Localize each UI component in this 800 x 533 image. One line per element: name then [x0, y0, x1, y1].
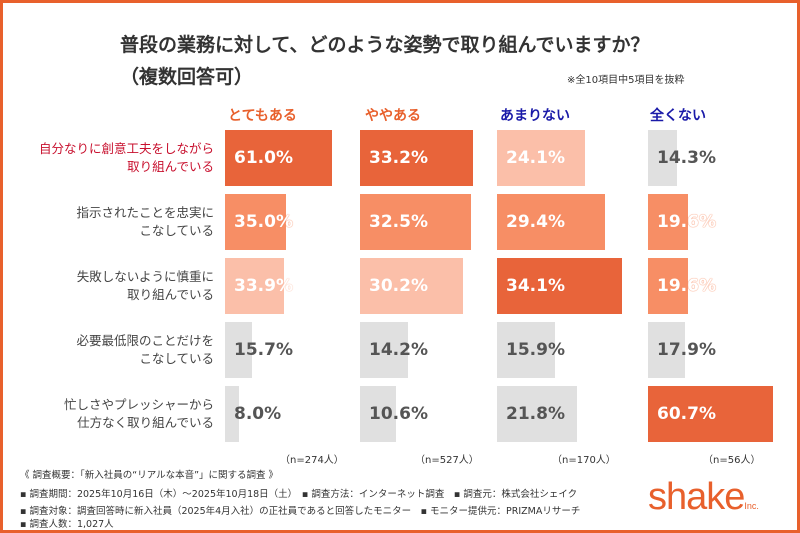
bar [360, 130, 473, 186]
bar [225, 386, 239, 442]
sample-size-label: （n=56人） [703, 455, 761, 466]
value-label: 14.3% [657, 148, 716, 168]
shake-logo: shakeInc. [648, 476, 759, 518]
footer-line-2: ▪ 調査対象：調査回答時に新入社員（2025年4月入社）の正社員であると回答した… [20, 506, 581, 517]
category-label: 忙しさやプレッシャーから仕方なく取り組んでいる [10, 396, 214, 432]
column-header: 全くない [650, 108, 706, 124]
value-label: 17.9% [657, 340, 716, 360]
chart-note: ※全10項目中5項目を抜粋 [567, 75, 685, 86]
bar [648, 322, 685, 378]
bar [497, 130, 586, 186]
value-label: 30.2% [369, 276, 428, 296]
value-label: 10.6% [369, 404, 428, 424]
bar [360, 386, 397, 442]
category-label-line: 取り組んでいる [127, 159, 214, 174]
bar [360, 322, 409, 378]
chart-title: 普段の業務に対して、どのような姿勢で取り組んでいますか？ [120, 34, 650, 56]
value-label: 8.0% [234, 404, 282, 424]
value-label: 32.5% [369, 212, 428, 232]
bar [225, 258, 285, 314]
value-label: 15.7% [234, 340, 293, 360]
category-label-line: 必要最低限のことだけを [76, 333, 214, 348]
value-label: 29.4% [506, 212, 565, 232]
column-header: あまりない [500, 108, 570, 124]
value-label: 61.0% [234, 148, 293, 168]
value-label: 60.7% [657, 404, 716, 424]
category-label: 自分なりに創意工夫をしながら取り組んでいる [10, 140, 214, 176]
category-label-line: こなしている [139, 223, 214, 238]
column-header: ややある [365, 108, 421, 124]
value-label: 35.0% [234, 212, 293, 232]
column-header: とてもある [228, 108, 297, 124]
chart-subtitle: （複数回答可） [120, 66, 254, 88]
bar [225, 322, 253, 378]
category-label-line: 忙しさやプレッシャーから [63, 397, 214, 412]
value-label: 15.9% [506, 340, 565, 360]
category-label: 必要最低限のことだけをこなしている [10, 332, 214, 368]
sample-size-label: （n=274人） [280, 455, 344, 466]
bar [360, 258, 463, 314]
value-label: 19.6% [657, 276, 716, 296]
bar [648, 130, 678, 186]
value-label: 21.8% [506, 404, 565, 424]
category-label-line: 取り組んでいる [127, 287, 214, 302]
bar [360, 194, 471, 250]
bar [497, 322, 556, 378]
category-label-line: こなしている [139, 351, 214, 366]
category-label-line: 失敗しないように慎重に [76, 269, 214, 284]
sample-size-label: （n=170人） [552, 455, 616, 466]
bar [648, 194, 689, 250]
value-label: 33.9% [234, 276, 293, 296]
value-label: 19.6% [657, 212, 716, 232]
bar [648, 386, 774, 442]
category-label-line: 仕方なく取り組んでいる [77, 415, 214, 430]
bar [225, 130, 332, 186]
bar [497, 194, 605, 250]
bar [497, 386, 577, 442]
bar [225, 194, 287, 250]
category-label: 失敗しないように慎重に取り組んでいる [10, 268, 214, 304]
value-label: 14.2% [369, 340, 428, 360]
value-label: 24.1% [506, 148, 565, 168]
category-label-line: 自分なりに創意工夫をしながら [38, 141, 214, 156]
bar [497, 258, 623, 314]
category-label: 指示されたことを忠実にこなしている [10, 204, 214, 240]
category-label-line: 指示されたことを忠実に [76, 205, 214, 220]
value-label: 34.1% [506, 276, 565, 296]
footer-line-3: ▪ 調査人数：1,027人 [20, 519, 114, 530]
value-label: 33.2% [369, 148, 428, 168]
bar [648, 258, 689, 314]
footer-overview: 《 調査概要：「新入社員の“リアルな本音”」に関する調査 》 [20, 470, 279, 481]
sample-size-label: （n=527人） [415, 455, 479, 466]
footer-line-1: ▪ 調査期間：2025年10月16日（木）～2025年10月18日（土） ▪ 調… [20, 489, 578, 500]
